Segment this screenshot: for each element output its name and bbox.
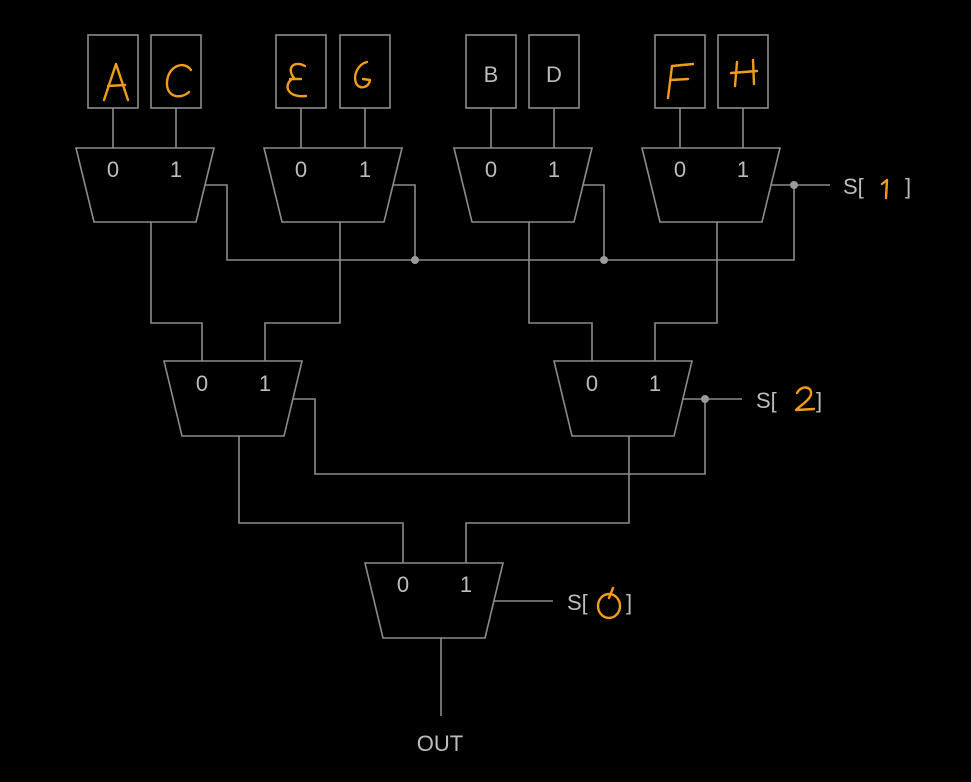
mux-port-1-label: 1 <box>737 157 749 182</box>
mux-port-1-label: 1 <box>359 157 371 182</box>
mux-level2-2: 0 1 <box>552 360 694 437</box>
handwritten-letter-f: F <box>666 62 695 100</box>
select-s2-wiring <box>293 395 742 475</box>
svg-text:]: ] <box>905 174 911 199</box>
handwritten-letter-e: E <box>286 62 308 98</box>
svg-text:]: ] <box>626 590 632 615</box>
mux-port-0-label: 0 <box>295 157 307 182</box>
handwritten-letter-h: H <box>729 58 759 88</box>
input-box-b: B <box>465 34 517 109</box>
handwritten-digit-1: 1 <box>880 178 889 200</box>
select-s1-wiring <box>205 181 830 264</box>
mux-level1-1: 0 1 <box>74 147 216 223</box>
input-box-h: H <box>717 34 769 109</box>
input-box-g: G <box>339 34 391 109</box>
handwritten-letter-a: A <box>102 62 130 102</box>
input-box-e: E <box>275 34 327 109</box>
svg-text:S[: S[ <box>567 590 588 615</box>
mux-port-1-label: 1 <box>649 371 661 396</box>
select-label-s1: S[ ] 1 <box>843 174 911 200</box>
input-box-f: F <box>654 34 706 109</box>
mux-port-0-label: 0 <box>485 157 497 182</box>
handwritten-letter-c: C <box>165 63 193 98</box>
mux-port-1-label: 1 <box>170 157 182 182</box>
svg-text:S[: S[ <box>843 174 864 199</box>
mux-level1-4: 0 1 <box>640 147 782 223</box>
mux-port-1-label: 1 <box>460 572 472 597</box>
input-box-c: C <box>150 34 202 109</box>
mux-port-0-label: 0 <box>107 157 119 182</box>
input-box-d: D <box>528 34 580 109</box>
level1-output-wires <box>150 222 718 361</box>
select-label-s0: S[ ] 0 <box>567 586 632 620</box>
handwritten-letter-g: G <box>353 60 372 89</box>
handwritten-digit-2: 2 <box>794 386 816 412</box>
mux-level1-3: 0 1 <box>452 147 594 223</box>
mux-port-0-label: 0 <box>196 371 208 396</box>
input-label-d: D <box>546 62 562 87</box>
input-box-a: A <box>87 34 139 109</box>
level2-output-wires <box>238 436 630 563</box>
input-label-b: B <box>484 62 499 87</box>
mux-port-0-label: 0 <box>586 371 598 396</box>
output-label: OUT <box>417 731 463 756</box>
svg-text:S[: S[ <box>756 388 777 413</box>
mux-port-1-label: 1 <box>548 157 560 182</box>
mux-port-1-label: 1 <box>259 371 271 396</box>
input-wires <box>112 108 744 148</box>
mux-port-0-label: 0 <box>674 157 686 182</box>
mux-port-0-label: 0 <box>397 572 409 597</box>
mux-level3: 0 1 <box>363 562 505 639</box>
mux-level2-1: 0 1 <box>162 360 304 437</box>
mux-level1-2: 0 1 <box>262 147 404 223</box>
svg-text:]: ] <box>816 388 822 413</box>
handwritten-digit-0: 0 <box>596 586 622 620</box>
select-label-s2: S[ ] 2 <box>756 386 822 413</box>
